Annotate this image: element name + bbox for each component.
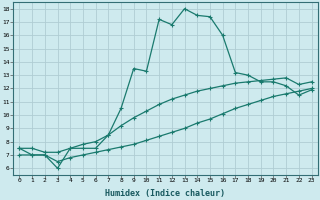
- X-axis label: Humidex (Indice chaleur): Humidex (Indice chaleur): [106, 189, 226, 198]
